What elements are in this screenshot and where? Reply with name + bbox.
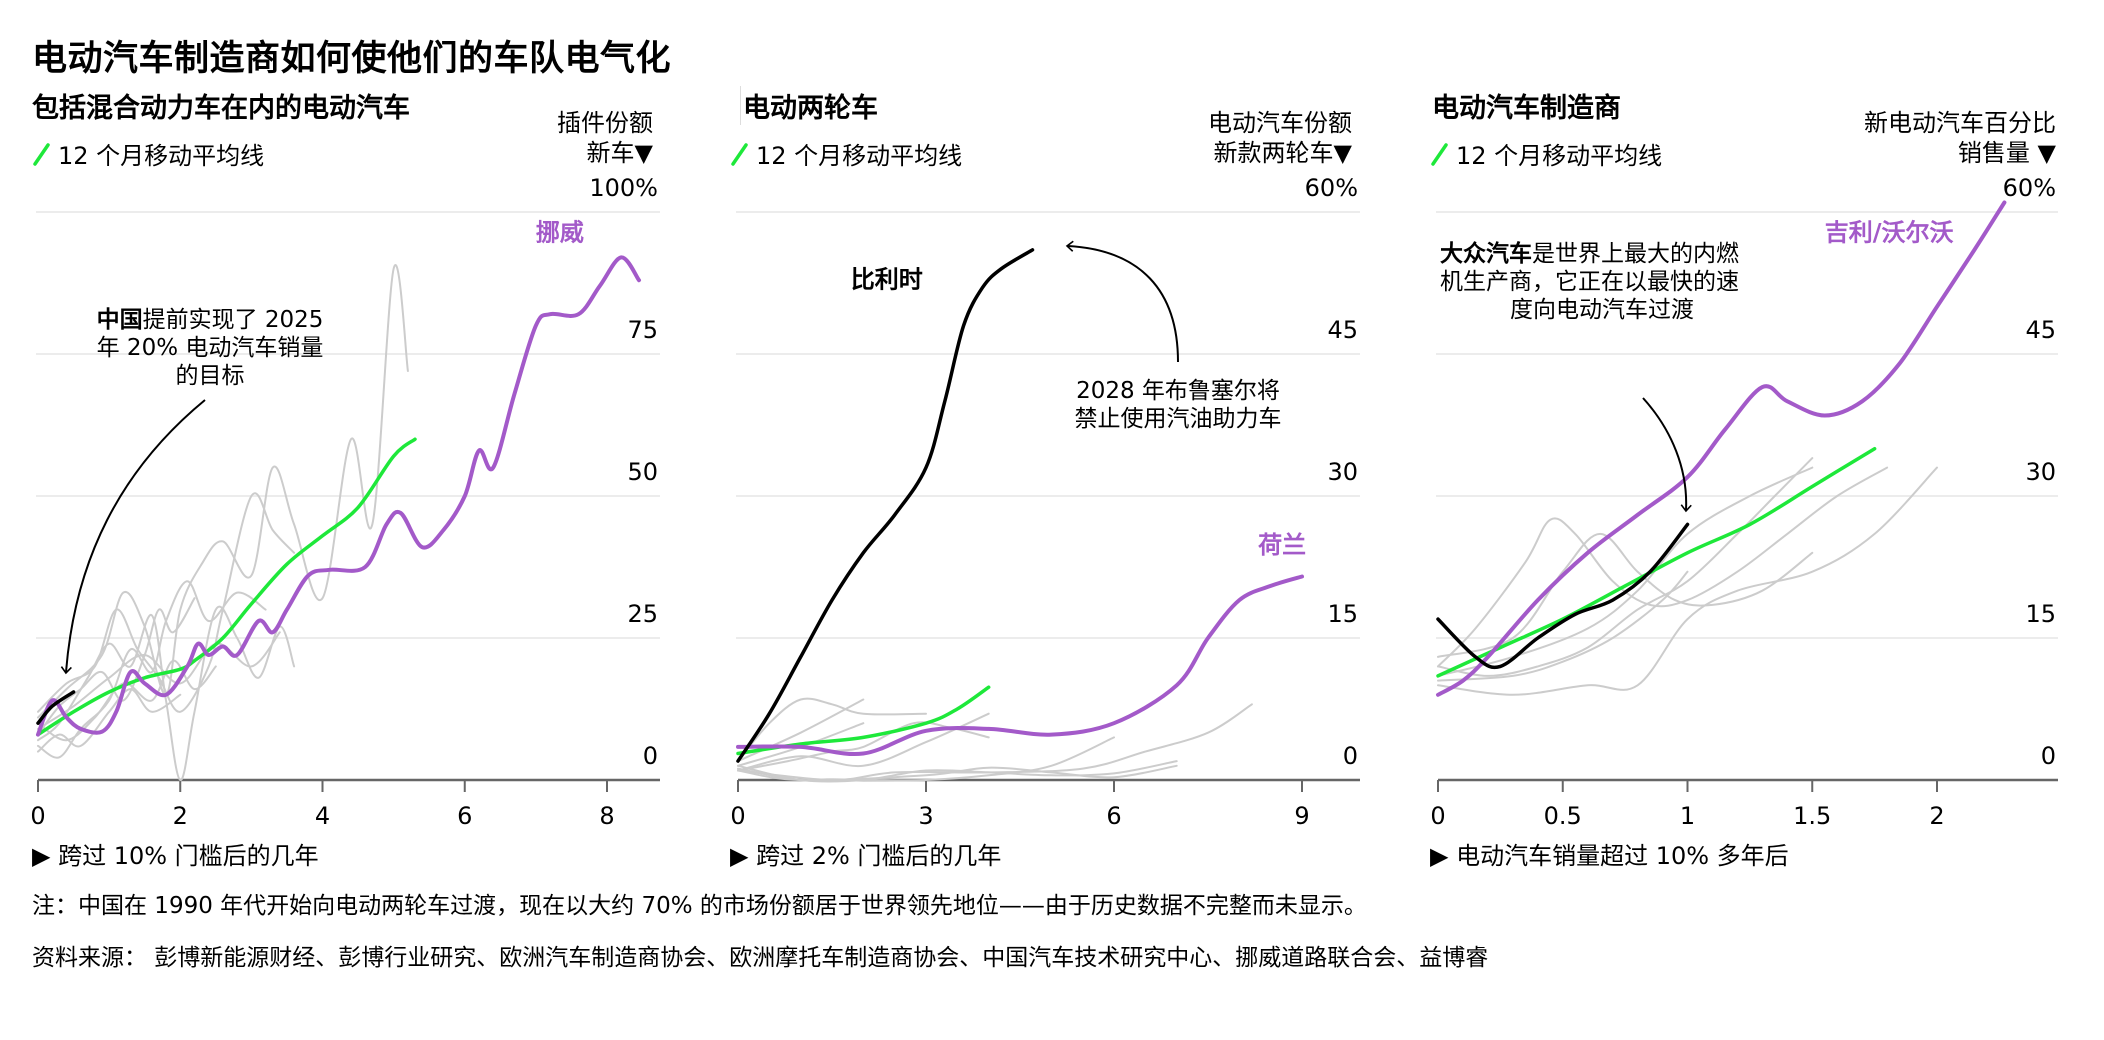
x-tick-label: 9 [1294,802,1309,830]
y-tick-label: 15 [2025,600,2056,628]
y-axis-label-line: 新车▼ [586,139,653,167]
series-line-other [737,697,927,763]
y-axis-label-line: 新款两轮车▼ [1213,139,1352,167]
x-tick-label: 1.5 [1793,802,1831,830]
y-tick-label: 75 [627,316,658,344]
y-axis-label-cars: 插件份额 新车▼ [557,108,653,168]
y-tick-label: 30 [1327,458,1358,486]
series-label: 挪威 [536,218,584,246]
y-tick-label: 15 [1327,600,1358,628]
series-line-moving_average [36,437,417,737]
y-axis-label-two-wheelers: 电动汽车份额 新款两轮车▼ [1208,108,1352,168]
x-tick-label: 2 [173,802,188,830]
annotation-text: 2028 年布鲁塞尔将 [1076,378,1280,404]
y-tick-label: 30 [2025,458,2056,486]
series-line-black [36,690,76,725]
x-tick-label: 3 [918,802,933,830]
green-slash-icon [731,142,748,166]
legend-label: 12 个月移动平均线 [1456,142,1663,170]
annotation-text: 年 20% 电动汽车销量 [97,335,324,361]
series-line-other [1437,570,1689,682]
x-tick-label: 0 [1430,802,1445,830]
footnote: 注：中国在 1990 年代开始向电动两轮车过渡，现在以大约 70% 的市场份额居… [32,893,1367,919]
annotation-text: 机生产商，它正在以最快的速 [1440,269,1739,295]
y-tick-label: 45 [1327,316,1358,344]
series-line-moving_average [736,685,991,756]
panel-title-two-wheelers: 电动两轮车 [740,86,878,125]
series-line-other [737,712,990,772]
green-slash-icon [33,142,50,166]
series-line-other [37,492,296,713]
y-tick-label: 50 [627,458,658,486]
series-line-other [737,764,1178,782]
y-tick-label: 0 [643,742,658,770]
x-tick-label: 2 [1929,802,1944,830]
annotation-text: 大众汽车是世界上最大的内燃 [1440,240,1739,267]
annotation-text: 中国提前实现了 2025 [97,307,324,333]
y-tick-label: 60% [1305,174,1358,202]
x-axis-label-cars: ▶ 跨过 10% 门槛后的几年 [32,842,319,870]
x-tick-label: 6 [1106,802,1121,830]
series-line-highlight [736,574,1304,757]
series-line-other [1437,466,1938,696]
series-line-moving_average [1436,446,1877,678]
x-axis-label-two-wheelers: ▶ 跨过 2% 门槛后的几年 [730,842,1002,870]
series-label: 荷兰 [1258,531,1306,559]
annotation-bold: 大众汽车 [1440,240,1532,267]
y-tick-label: 45 [2025,316,2056,344]
panel-title-cars: 包括混合动力车在内的电动汽车 [32,93,410,124]
legend-label: 12 个月移动平均线 [58,142,265,170]
annotation-arrow [1642,397,1692,513]
y-tick-label: 60% [2003,174,2056,202]
series-line-other [737,698,865,763]
series-line-highlight [1436,200,2007,697]
y-tick-label: 0 [1343,742,1358,770]
x-tick-label: 0 [30,802,45,830]
annotation-arrow [60,399,206,675]
x-tick-label: 0 [730,802,745,830]
series-line-other [1437,532,1814,658]
legend-moving-average: 12 个月移动平均线 [1430,136,1662,171]
annotation-text: 禁止使用汽油助力车 [1075,406,1282,432]
annotation-arrow [1065,240,1179,363]
x-tick-label: 8 [599,802,614,830]
series-line-other [1437,466,1814,677]
y-tick-label: 100% [589,174,658,202]
legend-moving-average: 12 个月移动平均线 [32,136,264,171]
y-axis-label-line: 插件份额 [557,109,653,137]
series-line-other [1437,457,1814,677]
series-label: 吉利/沃尔沃 [1825,218,1954,246]
annotation-text: 的目标 [176,363,245,389]
legend-label: 12 个月移动平均线 [756,142,963,170]
x-tick-label: 0.5 [1544,802,1582,830]
y-axis-label-line: 销售量 ▼ [1957,139,2056,167]
x-tick-label: 4 [315,802,330,830]
series-line-highlight [36,255,641,737]
annotation-bold: 中国 [97,307,143,333]
y-tick-label: 25 [627,600,658,628]
y-axis-label-line: 新电动汽车百分比 [1864,109,2056,137]
series-line-black [1436,522,1690,670]
y-axis-label-line: 电动汽车份额 [1208,109,1352,137]
panel-title-automakers: 电动汽车制造商 [1432,93,1621,124]
series-line-other [37,264,409,719]
main-title: 电动汽车制造商如何使他们的车队电气化 [32,39,672,79]
y-tick-label: 0 [2041,742,2056,770]
legend-moving-average: 12 个月移动平均线 [730,136,962,171]
x-tick-label: 6 [457,802,472,830]
annotation-rest: 是世界上最大的内燃 [1532,241,1739,267]
annotation-rest: 提前实现了 2025 [143,307,324,333]
series-label: 比利时 [851,266,923,294]
annotation-text: 度向电动汽车过渡 [1510,297,1694,323]
series-line-other [37,597,196,736]
green-slash-icon [1431,142,1448,166]
series-line-other [37,688,182,753]
sources: 资料来源： 彭博新能源财经、彭博行业研究、欧洲汽车制造商协会、欧洲摩托车制造商协… [32,945,1489,971]
x-tick-label: 1 [1680,802,1695,830]
y-axis-label-automakers: 新电动汽车百分比 销售量 ▼ [1864,108,2056,168]
series-line-black [736,248,1035,763]
x-axis-label-automakers: ▶ 电动汽车销量超过 10% 多年后 [1430,842,1789,870]
